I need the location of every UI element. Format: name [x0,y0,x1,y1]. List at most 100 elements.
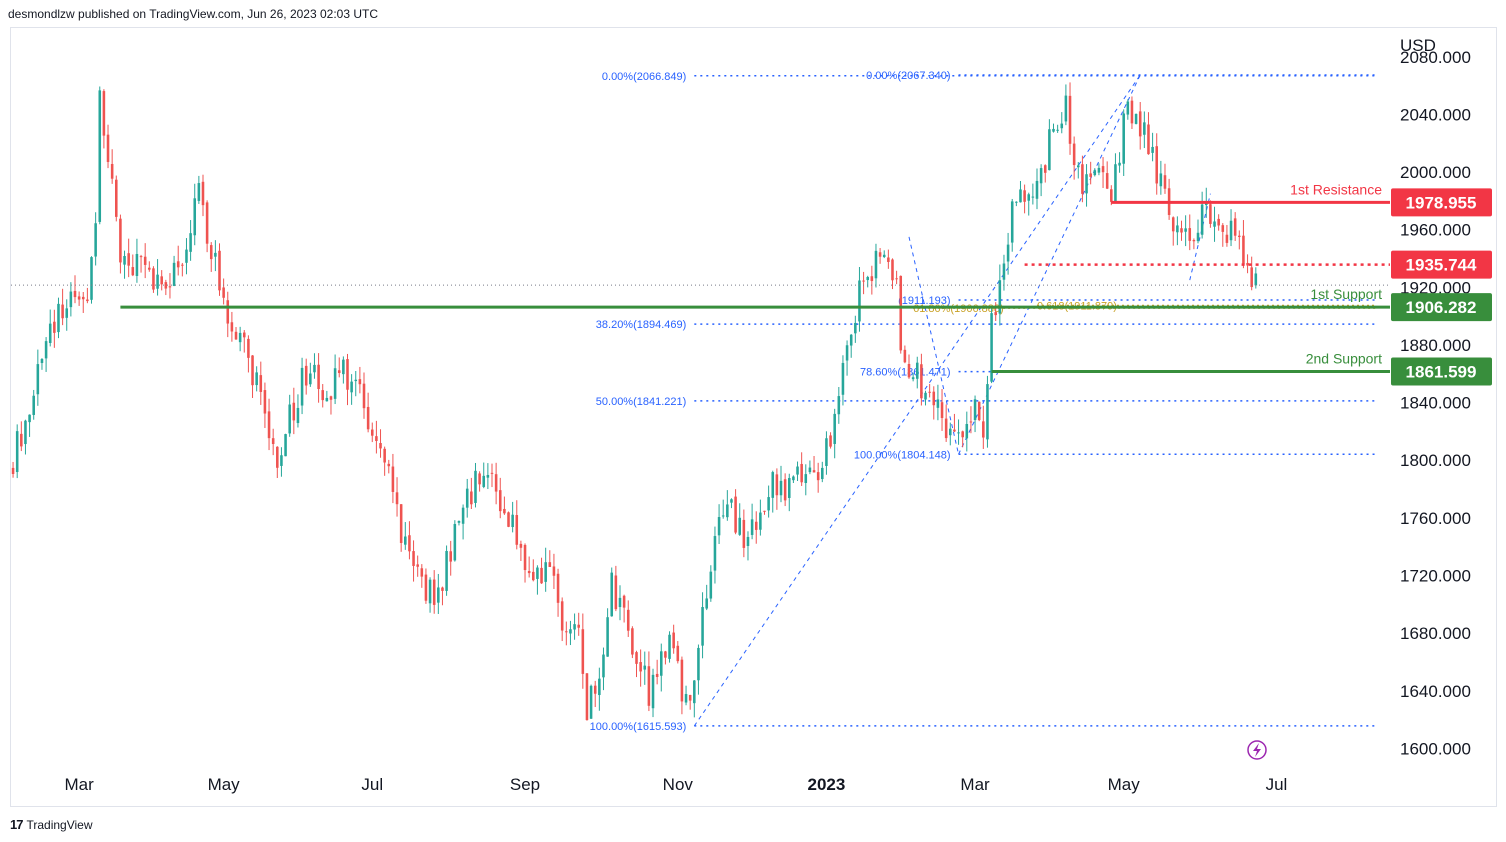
candle-body [738,517,742,535]
fib-level-label: 78.60%(1861.471) [860,367,951,379]
candle-body [201,181,205,206]
candle-body [131,267,135,276]
candle-body [193,198,197,236]
candle-body [209,245,213,260]
candle-body [404,536,407,545]
candle-body [441,587,444,591]
candle-body [465,488,469,508]
candle-body [383,448,386,463]
candle-body [185,249,188,263]
candle-body [474,470,477,503]
candle-body [887,257,890,262]
candle-body [172,262,176,286]
time-tick-label: Sep [510,775,540,794]
candle-body [313,364,316,373]
candle-body [635,652,638,664]
candle-body [247,338,250,358]
candle-body [143,256,147,265]
candle-body [961,431,964,438]
candle-body [787,478,791,498]
currency-label: USD [1400,36,1436,55]
candle-body [1035,180,1039,199]
candle-body [874,250,878,279]
lightning-icon[interactable] [1247,740,1267,760]
candle-body [412,551,415,566]
candle-body [379,443,382,449]
candle-body [734,496,737,533]
candle-body [924,392,927,400]
candle-body [895,278,898,280]
candle-body [127,253,130,266]
candle-body [986,384,989,440]
candle-body [44,341,48,359]
candle-body [1151,146,1154,153]
candle-body [1217,218,1220,226]
price-tick-label: 1760.000 [1400,509,1471,528]
candle-body [321,390,324,401]
time-tick-label: Mar [64,775,94,794]
price-axis[interactable]: USD 1600.000 1640.000 1680.000 1720.000 1760… [1391,36,1492,758]
candle-body [717,517,721,536]
price-tick-label: 2000.000 [1400,163,1471,182]
candle-body [1134,113,1138,124]
candle-body [730,499,733,503]
tradingview-logo[interactable]: 17 TradingView [10,817,93,832]
trend-line [908,236,960,455]
candle-body [742,519,746,548]
candle-body [168,286,172,288]
candle-body [845,345,849,361]
candle-body [858,280,861,322]
candle-body [1130,100,1134,124]
candle-body [437,587,440,603]
candle-body [300,367,304,406]
candle-body [965,423,969,439]
candle-body [1006,244,1010,262]
candle-body [1048,129,1051,171]
chart-panel[interactable] [10,27,1497,807]
candle-body [325,397,329,402]
price-tick-label: 1960.000 [1400,221,1471,240]
candle-body [882,254,886,258]
candle-body [1031,196,1035,198]
candle-body [1077,165,1080,168]
price-tick-label: 1800.000 [1400,451,1471,470]
candle-body [1105,173,1109,189]
candle-body [676,645,680,662]
candle-body [668,634,671,659]
fib-overlap-label: 61.80%(1906.888) [913,303,1004,315]
candle-body [833,413,836,444]
candle-body [486,474,490,478]
candle-body [726,504,729,518]
chart-canvas[interactable]: 0.00%(2066.849) 38.20%(1894.469) 50.00%(18… [0,0,1506,807]
candle-body [647,666,651,706]
candle-body [1019,189,1022,203]
candle-body [461,507,465,524]
candle-body [659,651,663,676]
candle-body [73,290,77,298]
candle-body [242,332,246,338]
candle-body [61,304,64,319]
candle-body [779,480,783,496]
candle-body [238,332,242,343]
candle-body [1221,225,1225,232]
candle-body [1002,263,1006,280]
candle-body [337,370,341,374]
candle-body [688,694,692,701]
candle-body [53,321,56,333]
time-tick-label: May [208,775,241,794]
candle-body [1081,164,1084,194]
candle-body [944,418,948,439]
candle-body [36,364,40,395]
time-axis[interactable]: Mar May Jul Sep Nov 2023 Mar May Jul [64,775,1287,794]
candle-body [271,438,275,445]
candle-body [800,463,803,483]
candle-body [701,607,704,646]
candle-body [1229,220,1233,241]
candle-body [81,296,85,300]
candle-body [358,379,362,385]
candle-body [1015,201,1018,203]
price-tick-label: 1880.000 [1400,336,1471,355]
candle-body [655,673,659,677]
candles-layer [11,82,1390,721]
candle-body [292,402,296,421]
